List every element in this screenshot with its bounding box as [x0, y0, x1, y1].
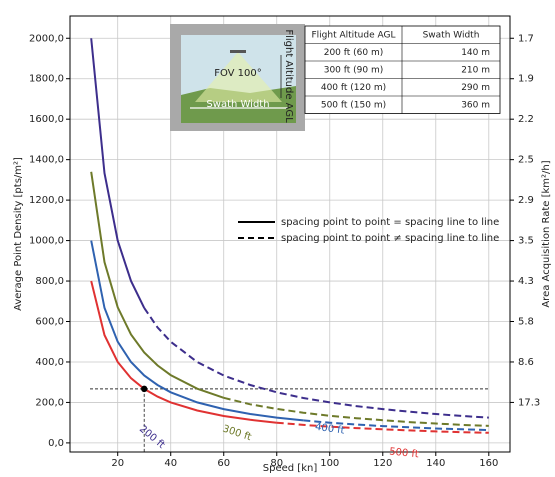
- y-axis-label: Average Point Density [pts/m²]: [13, 157, 24, 311]
- y2-axis-label: Area Acquisition Rate [km²/h]: [541, 160, 552, 307]
- y2-tick-label: 2.5: [518, 155, 534, 166]
- table-header: Flight Altitude AGL: [311, 30, 395, 40]
- y-tick-label: 1600,0: [29, 114, 64, 125]
- y-tick-label: 1200,0: [29, 195, 64, 206]
- table: Flight Altitude AGL Swath Width 200 ft (60…: [304, 25, 501, 114]
- table-header: Swath Width: [423, 30, 480, 40]
- y2-tick-label: 17.3: [518, 397, 540, 408]
- series-line: [90, 171, 225, 399]
- y-tick-label: 200,0: [35, 397, 64, 408]
- series-line: [90, 240, 304, 422]
- inset-text: Swath Width: [206, 99, 269, 110]
- inset-image: FOV 100° Flight Altitude AGL Swath Width: [170, 24, 305, 131]
- y-tick-label: 0,0: [48, 438, 64, 449]
- series-label: 400 ft: [314, 422, 345, 437]
- series-label: 500 ft: [389, 446, 420, 460]
- y-tick-label: 2000,0: [29, 33, 64, 44]
- series-line: [90, 38, 146, 309]
- y-tick-label: 1400,0: [29, 155, 64, 166]
- y-tick-label: 800,0: [35, 276, 64, 287]
- x-tick-label: 40: [164, 458, 177, 469]
- x-tick-label: 80: [270, 458, 283, 469]
- inset-drone: [230, 50, 246, 53]
- legend-label: spacing point to point ≠ spacing line to…: [281, 233, 499, 244]
- inset-fov: [195, 52, 282, 102]
- y2-tick-label: 3.5: [518, 236, 534, 247]
- table-cell: 290 m: [461, 83, 490, 93]
- y2-tick-label: 2.9: [518, 195, 534, 206]
- series-line: [90, 280, 277, 424]
- table-cell: 200 ft (60 m): [324, 48, 384, 58]
- y-tick-label: 400,0: [35, 357, 64, 368]
- table-cell: 210 m: [461, 65, 490, 75]
- y-tick-label: 1000,0: [29, 236, 64, 247]
- x-tick-label: 120: [373, 458, 392, 469]
- series-line: [143, 307, 489, 419]
- y2-tick-label: 4.3: [518, 276, 534, 287]
- inset-text: FOV 100°: [214, 68, 262, 79]
- y2-tick-label: 1.7: [518, 33, 534, 44]
- table-cell: 140 m: [461, 48, 490, 58]
- y2-tick-label: 1.9: [518, 74, 534, 85]
- y2-tick-label: 8.6: [518, 357, 534, 368]
- table-cell: 400 ft (120 m): [321, 83, 386, 93]
- x-tick-label: 160: [479, 458, 498, 469]
- x-tick-label: 60: [217, 458, 230, 469]
- y-tick-label: 1800,0: [29, 74, 64, 85]
- x-tick-label: 100: [320, 458, 339, 469]
- series-line: [223, 396, 489, 427]
- table-cell: 300 ft (90 m): [324, 65, 384, 75]
- table-cell: 500 ft (150 m): [321, 100, 386, 110]
- plot-frame: [69, 15, 511, 453]
- x-axis-label: Speed [kn]: [263, 463, 318, 474]
- x-tick-label: 140: [426, 458, 445, 469]
- marker-point: [141, 385, 148, 393]
- table-bg: [304, 25, 501, 114]
- y2-tick-label: 2.2: [518, 114, 534, 125]
- legend: spacing point to point = spacing line to…: [238, 217, 499, 244]
- table-cell: 360 m: [461, 100, 490, 110]
- y2-tick-label: 5.8: [518, 317, 534, 328]
- legend-label: spacing point to point = spacing line to…: [281, 217, 499, 228]
- series-line: [276, 421, 489, 434]
- y-tick-label: 600,0: [35, 317, 64, 328]
- inset-text: Flight Altitude AGL: [283, 29, 294, 123]
- series-line: [303, 419, 489, 432]
- x-tick-label: 20: [111, 458, 124, 469]
